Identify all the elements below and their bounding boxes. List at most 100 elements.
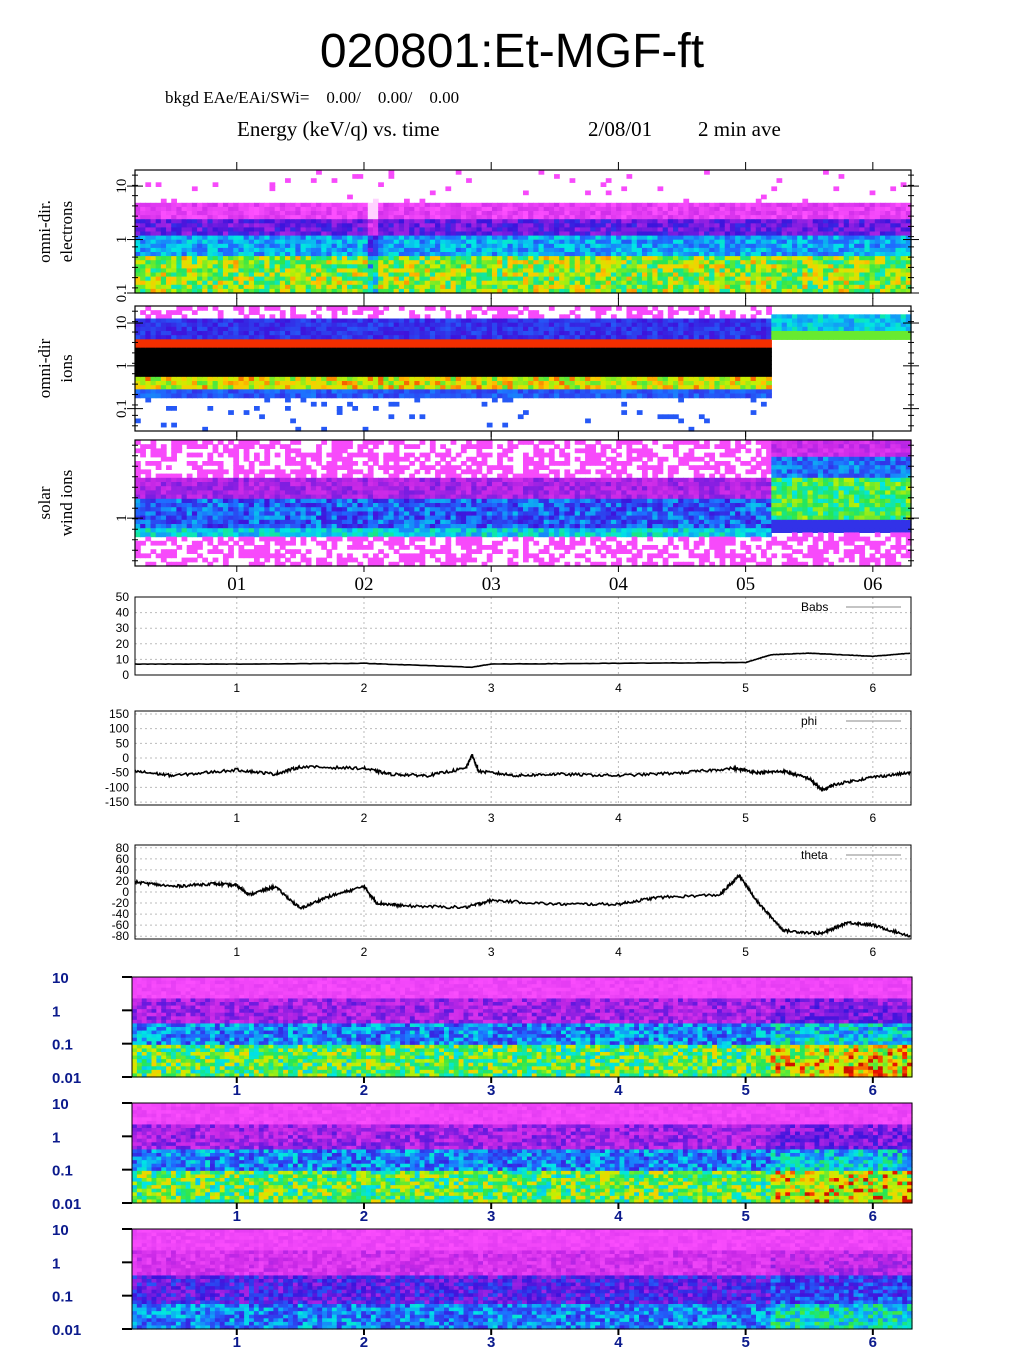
spectrogram-cell [341, 268, 348, 274]
spectrogram-cell [735, 202, 741, 208]
spectrogram-cell [331, 326, 338, 332]
spectrogram-cell [264, 385, 271, 390]
spectrogram-cell [435, 247, 441, 253]
spectrogram-cell [564, 264, 571, 269]
spectrogram-cell [760, 239, 767, 245]
spectrogram-cell [476, 356, 483, 361]
spectrogram-cell [207, 322, 214, 328]
spectrogram-cell [626, 268, 633, 274]
spectrogram-cell [621, 256, 628, 261]
spectrogram-cell [817, 276, 824, 282]
spectrogram-cell [238, 393, 245, 399]
spectrogram-cell [336, 284, 343, 290]
spectrogram-cell [673, 215, 679, 220]
spectrogram-cell [181, 372, 188, 378]
spectrogram-cell [228, 276, 234, 282]
spectrogram-cell [414, 231, 421, 237]
spectrogram-cell [140, 280, 146, 286]
spectrogram-cell [735, 231, 741, 237]
spectrogram-cell [776, 227, 783, 233]
spectrogram-cell [879, 288, 886, 294]
spectrogram-cell [481, 215, 488, 220]
spectrogram-cell [347, 247, 353, 253]
spectrogram-cell [279, 368, 286, 374]
spectrogram-cell [269, 243, 276, 249]
spectrogram-cell [248, 376, 255, 382]
spectrogram-cell [807, 284, 814, 290]
spectrogram-cell [150, 343, 157, 349]
spectrogram-cell [662, 227, 669, 233]
spectrogram-cell [155, 376, 162, 382]
spectrogram-cell [735, 206, 741, 212]
spectrogram-cell [135, 372, 141, 378]
spectrogram-cell [357, 360, 364, 365]
spectrogram-cell [481, 239, 488, 245]
spectrogram-cell [238, 276, 245, 282]
spectrogram-cell [476, 227, 483, 233]
spectrogram-cell [760, 223, 767, 228]
spectrogram-cell [559, 223, 565, 228]
spectrogram-cell [212, 211, 219, 216]
spectrogram-cell [135, 318, 141, 324]
spectrogram-cell [735, 288, 741, 294]
spectrogram-cell [326, 376, 333, 382]
spectrogram-cell [424, 280, 431, 286]
spectrogram-cell [440, 306, 446, 311]
spectrogram-cell [579, 219, 586, 224]
spectrogram-cell [362, 243, 369, 249]
spectrogram-cell [890, 206, 897, 212]
spectrogram-cell [372, 235, 379, 241]
spectrogram-cell [357, 284, 364, 290]
spectrogram-cell [341, 322, 348, 328]
spectrogram-cell [616, 206, 622, 212]
spectrogram-cell [595, 219, 602, 224]
spectrogram-cell [445, 389, 452, 395]
spectrogram-cell [450, 393, 457, 399]
spectrogram-cell [295, 389, 302, 395]
spectrogram-cell [155, 219, 162, 224]
spectrogram-cell [197, 368, 203, 374]
spectrogram-cell [352, 385, 359, 390]
spectrogram-cell [595, 256, 602, 261]
spectrogram-cell [890, 211, 897, 216]
spectrogram-cell [491, 393, 498, 399]
spectrogram-cell [585, 235, 591, 241]
spectrogram-cell [222, 219, 229, 224]
spectrogram-cell [466, 284, 472, 290]
spectrogram-cell [145, 372, 152, 378]
spectrogram-cell [316, 347, 322, 353]
spectrogram-cell [590, 211, 597, 216]
spectrogram-cell [843, 202, 850, 208]
spectrogram-cell [155, 223, 162, 228]
spectrogram-cell [817, 280, 824, 286]
spectrogram-cell [564, 268, 571, 274]
spectrogram-cell [362, 288, 369, 294]
spectrogram-cell [316, 314, 322, 320]
spectrogram-cell [362, 252, 369, 257]
spectrogram-cell [502, 356, 509, 361]
spectrogram-cell [290, 310, 296, 315]
spectrogram-cell [631, 288, 638, 294]
spectrogram-cell [626, 206, 633, 212]
spectrogram-cell [140, 385, 146, 390]
spectrogram-cell [890, 268, 897, 274]
spectrogram-cell [383, 347, 390, 353]
spectrogram-cell [698, 202, 705, 208]
spectrogram-cell [243, 235, 250, 241]
spectrogram-cell [874, 272, 881, 278]
spectrogram-cell [409, 318, 415, 324]
spectrogram-cell [186, 227, 193, 233]
spectrogram-cell [435, 239, 441, 245]
spectrogram-cell [823, 272, 829, 278]
spectrogram-cell [316, 364, 322, 370]
spectrogram-cell [259, 314, 265, 320]
spectrogram-cell [621, 284, 628, 290]
spectrogram-cell [507, 347, 514, 353]
spectrogram-cell [507, 376, 514, 382]
spectrogram-cell [274, 288, 281, 294]
spectrogram-cell [274, 272, 281, 278]
spectrogram-cell [160, 280, 167, 286]
spectrogram-cell [879, 264, 886, 269]
spectrogram-cell [393, 401, 400, 407]
spectrogram-cell [264, 235, 271, 241]
